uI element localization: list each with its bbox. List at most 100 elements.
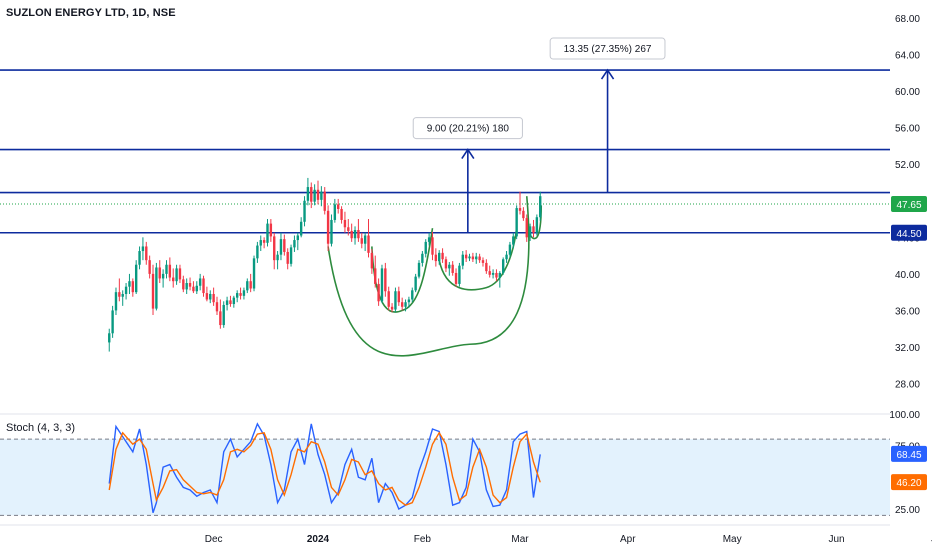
candle-body: [168, 264, 172, 278]
price-tick-label: 40.00: [895, 270, 920, 281]
candle-body: [407, 299, 411, 303]
candle-body: [411, 290, 414, 300]
candle-body: [262, 240, 266, 243]
candle-body: [276, 254, 279, 261]
candle-body: [151, 273, 155, 309]
candle-body: [182, 279, 185, 290]
candle-body: [468, 256, 471, 259]
candle-body: [161, 273, 165, 279]
time-tick-label: 2024: [307, 534, 330, 545]
candle-body: [340, 208, 343, 220]
candle-body: [390, 306, 394, 310]
candle-body: [367, 235, 370, 253]
candle-body: [350, 230, 353, 239]
candle-body: [448, 264, 451, 269]
candle-body: [501, 259, 505, 273]
candle-body: [293, 240, 296, 248]
candle-body: [306, 187, 310, 201]
candle-body: [454, 272, 458, 284]
stoch-tick-label: 100.00: [889, 410, 920, 421]
candle-body: [505, 254, 508, 260]
stoch-d-line: [108, 431, 541, 506]
price-tick-label: 32.00: [895, 343, 920, 354]
candle-body: [400, 302, 404, 307]
candle-body: [532, 226, 535, 233]
candle-body: [525, 218, 528, 238]
price-tick-label: 60.00: [895, 87, 920, 98]
candle-body: [333, 204, 337, 220]
candle-body: [522, 210, 525, 219]
candle-body: [172, 277, 175, 282]
candle-body: [128, 281, 131, 287]
cup-curve: [327, 196, 530, 357]
candle-body: [431, 237, 434, 255]
time-tick-label: Jun: [828, 534, 844, 545]
candle-body: [374, 268, 377, 284]
candle-body: [114, 292, 118, 311]
candle-body: [303, 200, 306, 222]
candle-body: [111, 310, 114, 334]
candle-body: [269, 223, 273, 237]
candle-body: [273, 236, 276, 261]
candle-body: [485, 262, 488, 272]
candle-body: [464, 254, 468, 259]
cup-handle-curves: [327, 196, 543, 357]
candle-body: [124, 286, 128, 294]
candle-body: [134, 264, 138, 293]
stoch-lines: [108, 422, 541, 514]
candle-body: [286, 251, 289, 264]
candle-body: [225, 300, 229, 305]
time-tick-label: Apr: [620, 534, 636, 545]
candle-body: [192, 286, 195, 292]
candle-body: [185, 283, 188, 290]
candle-body: [222, 304, 225, 326]
candle-body: [138, 251, 141, 265]
candle-body: [239, 293, 242, 296]
candle-body: [478, 256, 481, 261]
candle-body: [158, 267, 161, 279]
stoch-title: Stoch (4, 3, 3): [6, 422, 76, 434]
candle-body: [337, 204, 340, 209]
time-tick-label: Mar: [511, 534, 529, 545]
candle-body: [424, 241, 427, 254]
measure-label-box: [549, 37, 666, 60]
candle-body: [475, 256, 478, 260]
candle-body: [316, 189, 320, 200]
candle-body: [195, 285, 198, 292]
measure-arrow-head: [600, 68, 615, 80]
price-tick-label: 68.00: [895, 14, 920, 25]
candle-body: [404, 302, 407, 307]
candle-body: [512, 236, 515, 245]
candle-body: [491, 272, 495, 275]
candle-body: [326, 210, 330, 244]
candle-body: [444, 259, 448, 269]
candle-body: [508, 244, 512, 255]
candle-body: [434, 254, 438, 262]
candle-body: [438, 252, 441, 262]
candle-body: [353, 230, 357, 239]
candle-body: [148, 260, 151, 274]
candle-body: [198, 278, 202, 286]
candle-body: [313, 189, 316, 202]
candle-body: [121, 293, 124, 297]
candle-body: [535, 217, 539, 233]
panel-backgrounds: [0, 413, 890, 526]
candle-body: [488, 271, 491, 275]
measure-label: 9.00 (20.21%) 180: [427, 124, 510, 135]
level-price-label-box: [891, 224, 927, 241]
candle-body: [481, 260, 485, 263]
candle-body: [202, 278, 205, 294]
candle-body: [108, 333, 111, 343]
candle-body: [246, 281, 249, 291]
price-tick-label: 64.00: [895, 51, 920, 62]
candle-body: [215, 302, 219, 312]
candle-body: [441, 252, 444, 260]
candle-body: [461, 254, 464, 266]
candle-body: [209, 293, 212, 300]
candle-body: [330, 219, 333, 244]
candle-body: [299, 221, 303, 236]
price-tick-label: 52.00: [895, 160, 920, 171]
price-tick-label: 28.00: [895, 380, 920, 391]
candles: [108, 177, 542, 352]
candle-body: [495, 272, 498, 278]
